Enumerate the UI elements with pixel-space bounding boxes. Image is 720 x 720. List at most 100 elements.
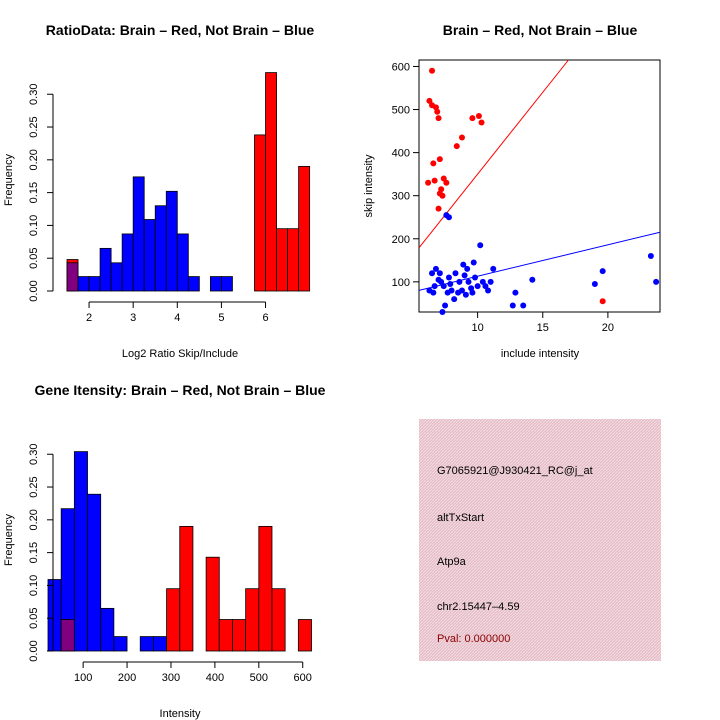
ratio-bar-blue-10 [176,233,189,292]
ratio-bar-red-19 [276,228,288,292]
ratio-y-tick-label-5: 0.25 [28,116,40,137]
scatter-point-not-brain-4 [432,265,439,272]
scatter-point-not-brain-21 [461,272,468,279]
ratio-bar-red-18 [265,72,277,292]
gene-bar-red-14 [232,619,247,652]
gene-bar-blue-4 [100,607,115,652]
scatter-point-not-brain-24 [465,278,472,285]
ratio-histogram-axes: 2 3 4 5 6 0.00 0.05 0.10 0.15 0.20 0.25 0.30 [28,84,269,324]
scatter-y-tick-label-5: 600 [392,61,410,73]
scatter-point-not-brain-30 [477,242,484,249]
scatter-point-not-brain-34 [487,278,494,285]
scatter-axes: 10 15 20 100 200 300 400 500 600 [392,61,614,334]
scatter-point-not-brain-3 [431,283,438,290]
gene-bar-red-15 [245,588,260,652]
scatter-point-not-brain-26 [469,289,476,296]
gene-bar-red-10 [179,525,194,652]
ratio-bar-blue-1 [77,276,90,292]
gene-x-tick-label-5: 600 [294,672,312,684]
scatter-point-not-brain-10 [442,302,449,309]
scatter-title: Brain – Red, Not Brain – Blue [443,22,638,38]
gene-histogram-axes: 100 200 300 400 500 600 0.00 0.05 0.10 0.15 0.20 0.… [28,444,312,684]
gene-x-tick-label-0: 100 [74,672,92,684]
gene-bar-red-19 [297,619,312,652]
scatter-y-tick-label-2: 300 [392,191,410,203]
gene-bar-blue-0 [47,579,62,652]
ratio-histogram-xlabel: Log2 Ratio Skip/Include [122,348,238,360]
gene-histogram-title: Gene Itensity: Brain – Red, Not Brain – … [35,382,326,398]
ratio-x-tick-label-3: 5 [218,312,224,324]
scatter-point-not-brain-13 [447,281,454,287]
scatter-point-not-brain-29 [474,283,481,290]
gene-y-tick-label-5: 0.25 [28,476,40,497]
scatter-point-brain-10 [440,175,447,182]
ratio-bar-blue-5 [121,233,134,292]
scatter-point-not-brain-16 [452,270,459,277]
gene-bar-overlap-1 [60,619,75,652]
scatter-point-brain-4 [434,108,441,115]
scatter-point-not-brain-8 [439,309,446,315]
probe-id-text: G7065921@J930421_RC@j_at [437,465,593,477]
scatter-point-not-brain-33 [485,287,492,294]
gene-bar-blue-3 [87,493,102,652]
scatter-point-not-brain-22 [462,291,469,298]
scatter-y-tick-label-3: 400 [392,148,410,160]
gene-y-tick-label-3: 0.15 [28,542,40,563]
scatter-point-brain-19 [475,113,482,119]
scatter-point-brain-15 [443,179,450,186]
scatter-point-not-brain-1 [429,270,436,277]
scatter-point-brain-16 [453,143,460,150]
gene-y-tick-label-2: 0.10 [28,575,40,596]
scatter-point-brain-0 [429,67,436,74]
ratio-bar-red-21 [298,165,311,292]
scatter-x-tick-label-0: 10 [471,322,483,334]
scatter-point-not-brain-18 [456,278,463,285]
scatter-point-not-brain-20 [460,261,467,268]
ratio-x-tick-label-1: 3 [130,312,136,324]
gene-histogram-ylabel: Frequency [3,514,15,566]
ratio-y-tick-label-3: 0.15 [28,182,40,203]
gene-name-text: Atp9a [437,556,467,568]
gene-bar-blue-7 [139,636,154,652]
scatter-point-not-brain-28 [472,274,479,281]
ratio-bar-red-17 [254,134,266,292]
scatter-point-brain-17 [458,134,465,141]
ratio-histogram-title: RatioData: Brain – Red, Not Brain – Blue [46,22,315,38]
scatter-point-brain-8 [431,177,438,184]
ratio-bar-blue-3 [99,247,112,292]
ratio-histogram-ylabel: Frequency [3,154,15,206]
scatter-point-brain-18 [469,115,476,122]
scatter-point-brain-6 [425,179,432,186]
scatter-point-not-brain-45 [445,214,452,221]
gene-x-tick-label-3: 400 [206,672,224,684]
scatter-x-tick-label-1: 15 [537,322,549,334]
scatter-point-not-brain-40 [591,281,598,287]
gene-x-tick-label-2: 300 [162,672,180,684]
ratio-bar-blue-8 [154,205,167,292]
ratio-bar-blue-9 [165,190,178,292]
ratio-bar-blue-2 [88,276,101,292]
fit-line-brain [418,59,569,249]
scatter-point-not-brain-15 [451,296,458,303]
scatter-y-tick-label-4: 500 [392,105,410,117]
scatter-point-not-brain-9 [440,283,447,290]
scatter-point-brain-7 [430,160,437,167]
scatter-plot-box [418,59,661,313]
ratio-bar-red-20 [287,228,300,292]
gene-y-tick-label-4: 0.20 [28,509,40,530]
gene-x-tick-label-1: 200 [118,672,136,684]
scatter-point-brain-20 [478,119,485,126]
scatter-point-not-brain-14 [448,287,455,294]
scatter-xlabel: include intensity [501,348,580,360]
fit-line-not-brain [418,231,661,291]
ratio-y-tick-label-0: 0.00 [28,280,40,301]
gene-bar-blue-2 [73,451,88,652]
scatter-x-tick-label-2: 20 [602,322,614,334]
scatter-y-tick-label-0: 100 [392,277,410,289]
scatter-point-not-brain-2 [430,289,437,296]
ratio-x-tick-label-4: 6 [262,312,268,324]
gene-y-tick-label-1: 0.05 [28,607,40,628]
scatter-point-brain-9 [436,156,443,163]
gene-bar-blue-5 [113,636,128,652]
pval-text: Pval: 0.000000 [437,633,510,645]
